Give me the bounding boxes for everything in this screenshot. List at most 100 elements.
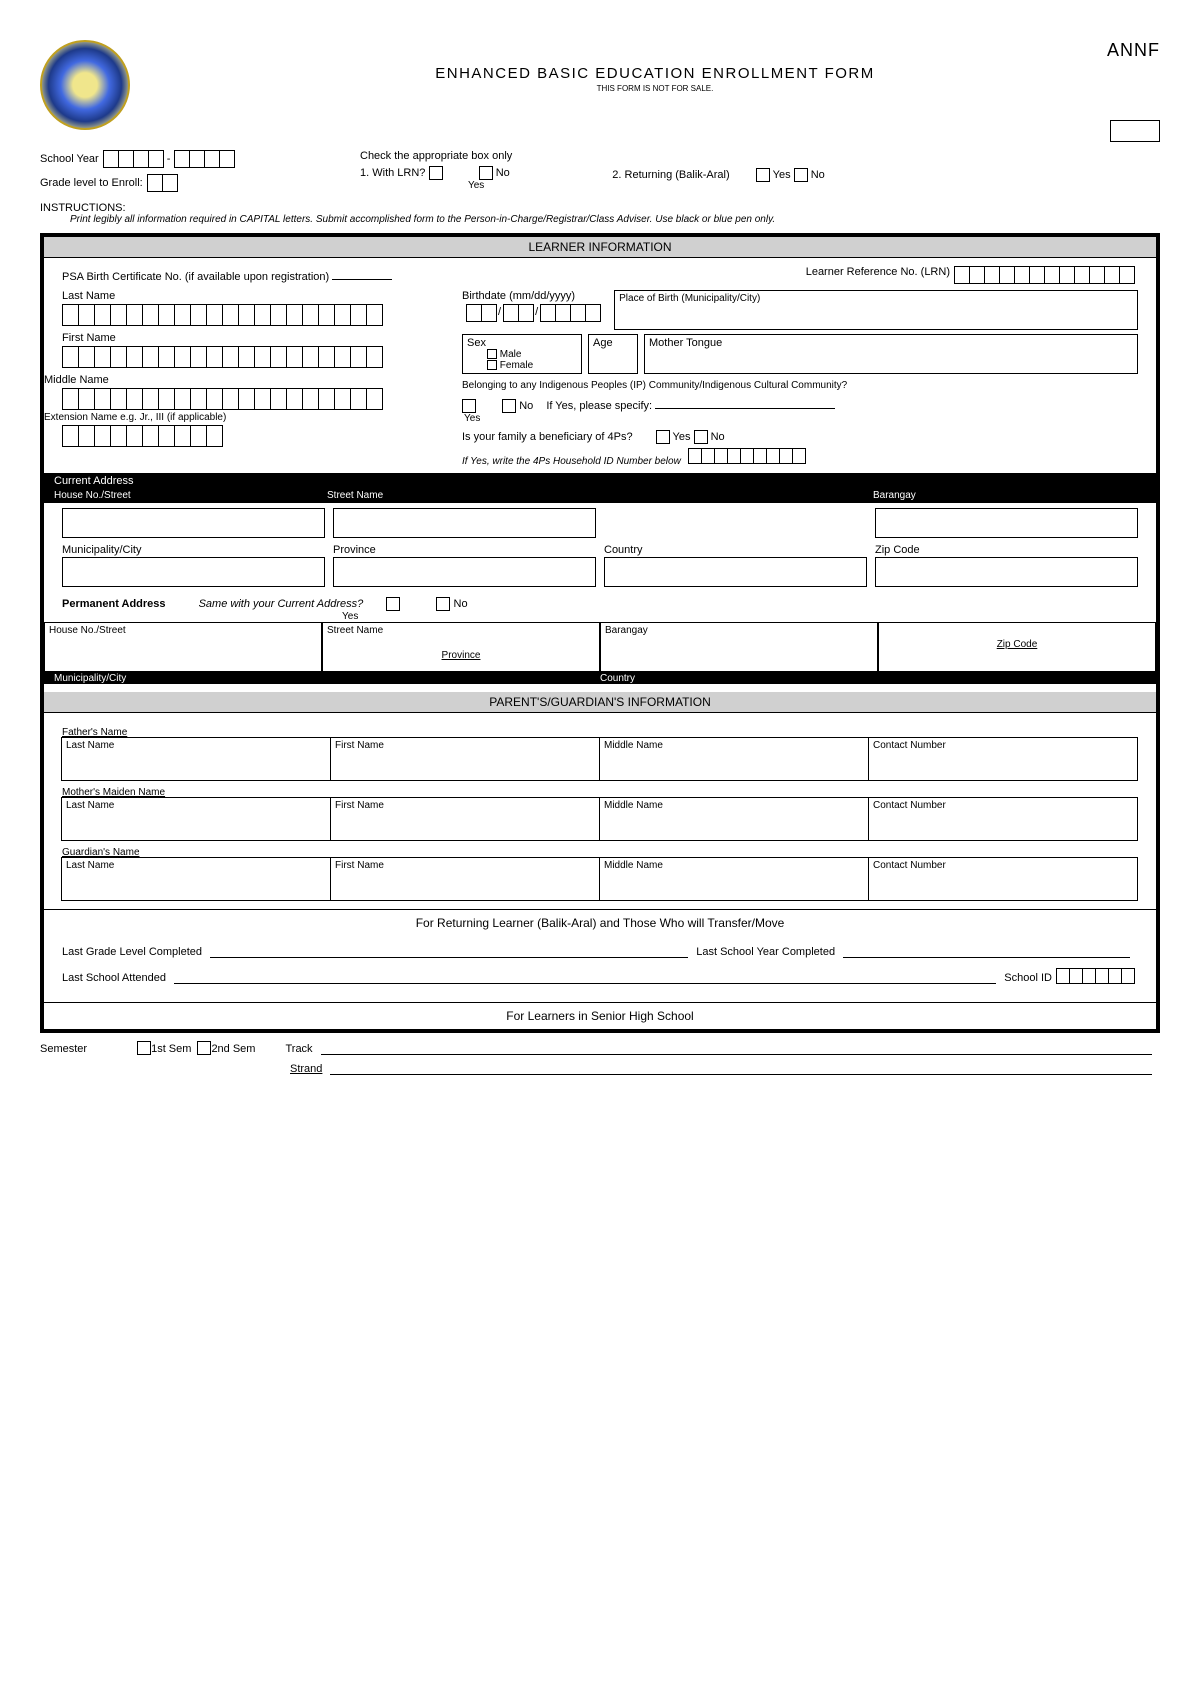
school-year-label: School Year xyxy=(40,153,99,165)
father-contact[interactable]: Contact Number xyxy=(868,737,1138,781)
page-header: ENHANCED BASIC EDUCATION ENROLLMENT FORM… xyxy=(40,40,1160,130)
fourps-no-checkbox[interactable] xyxy=(694,430,708,444)
curr-house-box[interactable] xyxy=(62,508,325,538)
extension-name-label: Extension Name e.g. Jr., III (if applica… xyxy=(44,412,452,423)
perm-same-question: Same with your Current Address? xyxy=(199,598,364,610)
perm-no-checkbox[interactable] xyxy=(436,597,450,611)
father-last[interactable]: Last Name xyxy=(61,737,331,781)
grade-boxes[interactable] xyxy=(147,174,177,192)
ip-specify-field[interactable] xyxy=(655,395,835,409)
guardian-contact[interactable]: Contact Number xyxy=(868,857,1138,901)
sex-label: Sex xyxy=(467,337,486,349)
top-info: School Year - Grade level to Enroll: Che… xyxy=(40,150,1160,225)
guardian-last[interactable]: Last Name xyxy=(61,857,331,901)
strike-bar-1: House No./Street Street Name Barangay xyxy=(44,489,1156,503)
fourps-id-boxes[interactable] xyxy=(688,448,805,464)
mother-middle[interactable]: Middle Name xyxy=(599,797,869,841)
shs-section-header: For Learners in Senior High School xyxy=(44,1003,1156,1029)
strand-label: Strand xyxy=(290,1063,322,1075)
returning-section-header: For Returning Learner (Balik-Aral) and T… xyxy=(44,910,1156,936)
ip-no-checkbox[interactable] xyxy=(502,399,516,413)
last-school-field[interactable] xyxy=(174,970,996,984)
returning-no-label: No xyxy=(811,169,825,181)
last-sy-field[interactable] xyxy=(843,944,1130,958)
returning-no-checkbox[interactable] xyxy=(794,168,808,182)
returning-yes-checkbox[interactable] xyxy=(756,168,770,182)
curr-prov-box[interactable] xyxy=(333,557,596,587)
female-label: Female xyxy=(500,360,533,371)
learner-section: PSA Birth Certificate No. (if available … xyxy=(44,258,1156,692)
lrn-no-label: No xyxy=(496,167,510,179)
fourps-note: If Yes, write the 4Ps Household ID Numbe… xyxy=(462,456,681,467)
form-title: ENHANCED BASIC EDUCATION ENROLLMENT FORM xyxy=(150,65,1160,82)
father-first[interactable]: First Name xyxy=(330,737,600,781)
school-id-boxes[interactable] xyxy=(1056,968,1134,984)
last-sy-label: Last School Year Completed xyxy=(696,946,835,958)
male-label: Male xyxy=(500,349,522,360)
curr-zip-label: Zip Code xyxy=(875,544,1138,556)
first-sem-label: 1st Sem xyxy=(151,1043,191,1055)
curr-street-box[interactable] xyxy=(333,508,596,538)
perm-yes-label: Yes xyxy=(342,611,1138,622)
mother-contact[interactable]: Contact Number xyxy=(868,797,1138,841)
female-checkbox[interactable] xyxy=(487,360,497,370)
guardian-first[interactable]: First Name xyxy=(330,857,600,901)
guardian-middle[interactable]: Middle Name xyxy=(599,857,869,901)
psa-label: PSA Birth Certificate No. (if available … xyxy=(62,271,329,283)
curr-barangay-box[interactable] xyxy=(875,508,1138,538)
birthdate-boxes[interactable]: // xyxy=(466,304,600,322)
ip-specify-label: If Yes, please specify: xyxy=(546,400,652,412)
strand-field[interactable] xyxy=(330,1061,1152,1075)
last-grade-label: Last Grade Level Completed xyxy=(62,946,202,958)
second-sem-label: 2nd Sem xyxy=(211,1043,255,1055)
first-name-label: First Name xyxy=(62,332,452,344)
lrn-boxes[interactable] xyxy=(954,266,1134,284)
top-questions: Check the appropriate box only 1. With L… xyxy=(360,150,825,191)
first-sem-checkbox[interactable] xyxy=(137,1041,151,1055)
perm-addr-title: Permanent Address xyxy=(62,598,166,610)
school-year-boxes-2[interactable] xyxy=(174,150,234,168)
perm-zip-cell[interactable]: Zip Code xyxy=(878,622,1156,672)
perm-street-cell[interactable]: Street NameProvince xyxy=(322,622,600,672)
curr-country-box[interactable] xyxy=(604,557,867,587)
fourps-yes-checkbox[interactable] xyxy=(656,430,670,444)
extension-name-boxes[interactable] xyxy=(62,425,452,447)
mother-last[interactable]: Last Name xyxy=(61,797,331,841)
lrn-no-checkbox[interactable] xyxy=(479,166,493,180)
second-sem-checkbox[interactable] xyxy=(197,1041,211,1055)
birthdate-label: Birthdate (mm/dd/yyyy) xyxy=(462,290,604,302)
track-field[interactable] xyxy=(321,1041,1152,1055)
parent-section: Father's Name Last Name First Name Middl… xyxy=(44,713,1156,909)
last-name-boxes[interactable] xyxy=(62,304,452,326)
learner-section-header: LEARNER INFORMATION xyxy=(44,237,1156,258)
curr-muni-label: Municipality/City xyxy=(62,544,325,556)
curr-zip-box[interactable] xyxy=(875,557,1138,587)
curr-muni-box[interactable] xyxy=(62,557,325,587)
fourps-yes-label: Yes xyxy=(673,431,691,443)
parent-section-header: PARENT'S/GUARDIAN'S INFORMATION xyxy=(44,692,1156,713)
perm-yes-checkbox[interactable] xyxy=(386,597,400,611)
q1-label: With LRN? xyxy=(372,167,425,179)
middle-name-boxes[interactable] xyxy=(62,388,452,410)
ip-question: Belonging to any Indigenous Peoples (IP)… xyxy=(462,380,1138,391)
grade-label: Grade level to Enroll: xyxy=(40,177,143,189)
lrn-yes-checkbox[interactable] xyxy=(429,166,443,180)
last-name-label: Last Name xyxy=(62,290,452,302)
strike-bar-2: Municipality/City Country xyxy=(44,672,1156,684)
first-name-boxes[interactable] xyxy=(62,346,452,368)
returning-yes-label: Yes xyxy=(773,169,791,181)
age-label: Age xyxy=(593,337,613,349)
last-grade-field[interactable] xyxy=(210,944,688,958)
perm-barangay-cell[interactable]: Barangay xyxy=(600,622,878,672)
top-right-box[interactable] xyxy=(1110,120,1160,142)
ip-yes-checkbox[interactable] xyxy=(462,399,476,413)
father-middle[interactable]: Middle Name xyxy=(599,737,869,781)
male-checkbox[interactable] xyxy=(487,349,497,359)
psa-field[interactable] xyxy=(332,266,392,280)
instructions-text: Print legibly all information required i… xyxy=(70,214,1160,225)
perm-house-cell[interactable]: House No./Street xyxy=(44,622,322,672)
semester-label: Semester xyxy=(40,1043,87,1055)
title-block: ENHANCED BASIC EDUCATION ENROLLMENT FORM… xyxy=(150,65,1160,93)
mother-first[interactable]: First Name xyxy=(330,797,600,841)
school-year-boxes-1[interactable] xyxy=(103,150,163,168)
